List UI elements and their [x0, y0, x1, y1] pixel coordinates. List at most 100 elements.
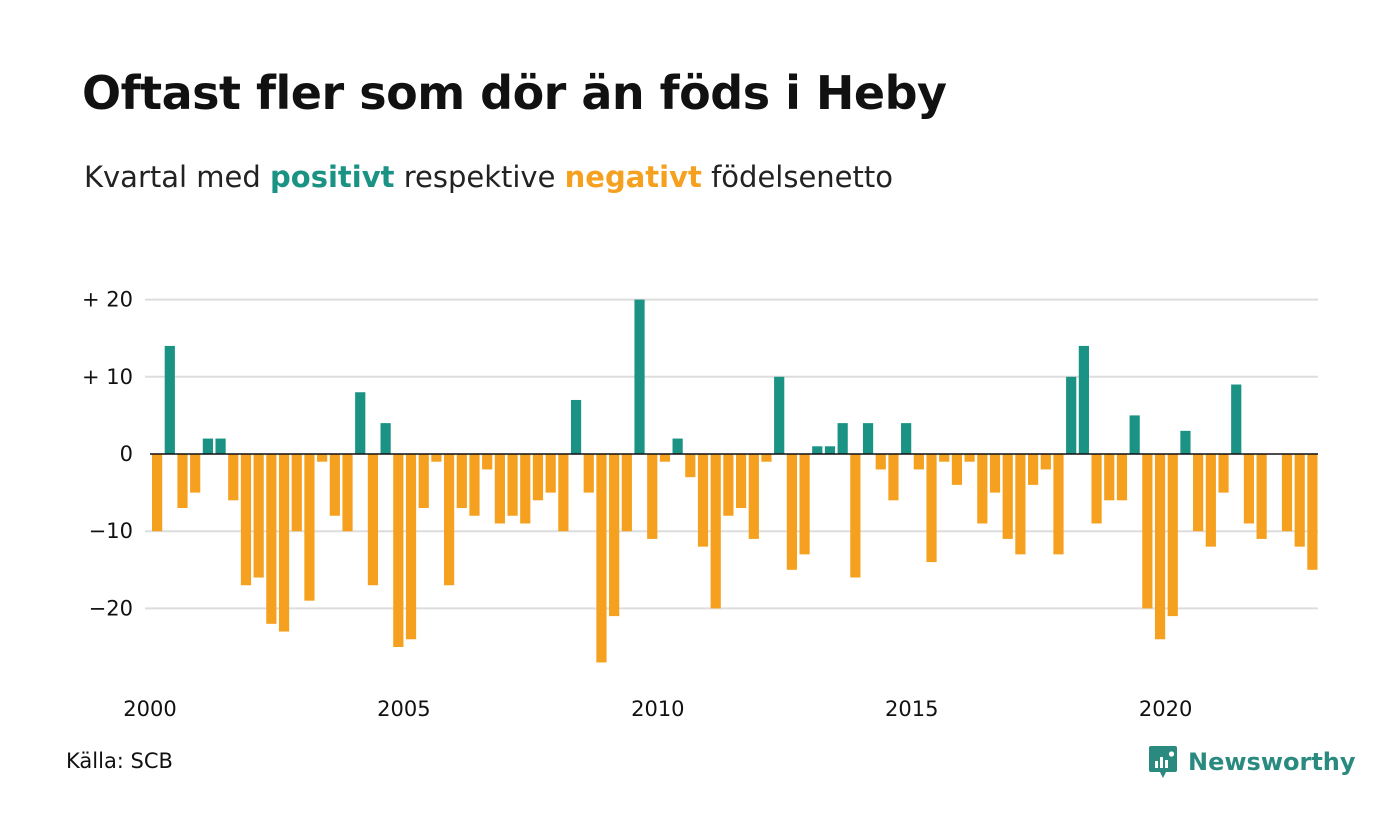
bar-positive: [164, 345, 175, 454]
bar-negative: [964, 454, 975, 462]
brand-name: Newsworthy: [1188, 748, 1356, 776]
bar-negative: [710, 454, 721, 609]
bar-negative: [329, 454, 340, 516]
y-tick-label: + 10: [82, 365, 133, 389]
bar-negative: [1307, 454, 1318, 570]
bar-negative: [405, 454, 417, 640]
subtitle-prefix: Kvartal med: [84, 160, 261, 194]
bar-negative: [888, 454, 899, 501]
x-tick-label: 2005: [377, 697, 430, 721]
source-note: Källa: SCB: [66, 749, 173, 773]
bar-negative: [190, 454, 201, 493]
bar-negative: [152, 454, 163, 532]
bar-negative: [583, 454, 594, 493]
bar-positive: [1129, 415, 1140, 454]
brand-logo[interactable]: Newsworthy: [1148, 744, 1356, 780]
bar-negative: [1167, 454, 1178, 617]
bar-negative: [736, 454, 747, 509]
bar-negative: [1294, 454, 1305, 547]
bar-negative: [748, 454, 759, 539]
y-tick-label: + 20: [82, 288, 133, 312]
bar-negative: [850, 454, 861, 578]
bar-negative: [1256, 454, 1267, 539]
bar-negative: [482, 454, 493, 470]
bar-negative: [723, 454, 734, 516]
bar-negative: [532, 454, 544, 501]
bar-negative: [977, 454, 988, 524]
y-tick-label: 0: [120, 442, 133, 466]
bar-negative: [875, 454, 886, 470]
bar-negative: [1015, 454, 1026, 555]
bar-positive: [1231, 384, 1242, 454]
bar-negative: [456, 454, 467, 509]
bar-negative: [1053, 454, 1064, 555]
x-tick-label: 2015: [885, 697, 938, 721]
bar-negative: [1193, 454, 1204, 532]
bar-positive: [570, 399, 582, 454]
bar-positive: [634, 299, 645, 454]
bar-negative: [494, 454, 505, 524]
bar-negative: [431, 454, 442, 462]
bar-negative: [1091, 454, 1102, 524]
bar-negative: [1281, 454, 1293, 532]
bar-negative: [939, 454, 950, 462]
bar-negative: [1154, 454, 1166, 640]
bar-negative: [444, 454, 455, 586]
bar-negative: [647, 454, 658, 539]
grid-lines: [145, 298, 1318, 610]
bar-negative: [469, 454, 480, 516]
bar-negative: [278, 454, 290, 632]
bar-positive: [901, 423, 912, 454]
bar-positive: [672, 438, 683, 454]
bar-negative: [393, 454, 404, 647]
bar-negative: [1002, 454, 1013, 539]
bar-negative: [1028, 454, 1039, 485]
chart-subtitle: Kvartal med positivt respektive negativt…: [84, 160, 893, 194]
bar-positive: [862, 423, 874, 454]
bar-negative: [418, 454, 429, 509]
bar-negative: [240, 454, 252, 586]
bar-negative: [1142, 454, 1153, 609]
bar-negative: [253, 454, 264, 578]
bar-negative: [367, 454, 379, 586]
bar-negative: [558, 454, 569, 532]
bar-negative: [291, 454, 302, 532]
bar-negative: [520, 454, 531, 524]
x-tick-label: 2020: [1139, 697, 1192, 721]
bar-negative: [951, 454, 963, 485]
y-tick-label: −10: [89, 519, 133, 543]
bar-positive: [380, 423, 391, 454]
bar-positive: [837, 423, 848, 454]
y-tick-label: −20: [89, 596, 133, 620]
bar-positive: [355, 392, 366, 454]
bar-positive: [202, 438, 213, 454]
bar-negative: [685, 454, 696, 478]
bar-negative: [228, 454, 239, 501]
bar-negative: [1040, 454, 1051, 470]
subtitle-positive-label: positivt: [270, 160, 395, 194]
bar-negative: [1104, 454, 1115, 501]
bar-negative: [317, 454, 328, 462]
bar-negative: [1205, 454, 1216, 547]
bar-positive: [774, 376, 785, 454]
bar-negative: [761, 454, 772, 462]
bar-negative: [926, 454, 937, 563]
bar-negative: [609, 454, 620, 617]
subtitle-negative-label: negativt: [564, 160, 702, 194]
newsworthy-logo-icon: [1149, 746, 1177, 778]
bar-positive: [812, 446, 823, 454]
subtitle-middle: respektive: [403, 160, 556, 194]
bar-negative: [545, 454, 556, 493]
bar-negative: [342, 454, 353, 532]
bar-negative: [507, 454, 518, 516]
x-tick-label: 2000: [123, 697, 176, 721]
axes: + 20 + 10 0 −10 −20 2000 2005 2010 2015 2020: [82, 288, 1318, 721]
bar-negative: [799, 454, 810, 555]
bar-negative: [659, 454, 671, 462]
bar-negative: [1218, 454, 1229, 493]
bars: [152, 299, 1318, 663]
bar-positive: [824, 446, 836, 454]
bar-negative: [596, 454, 607, 663]
bar-negative: [697, 454, 709, 547]
